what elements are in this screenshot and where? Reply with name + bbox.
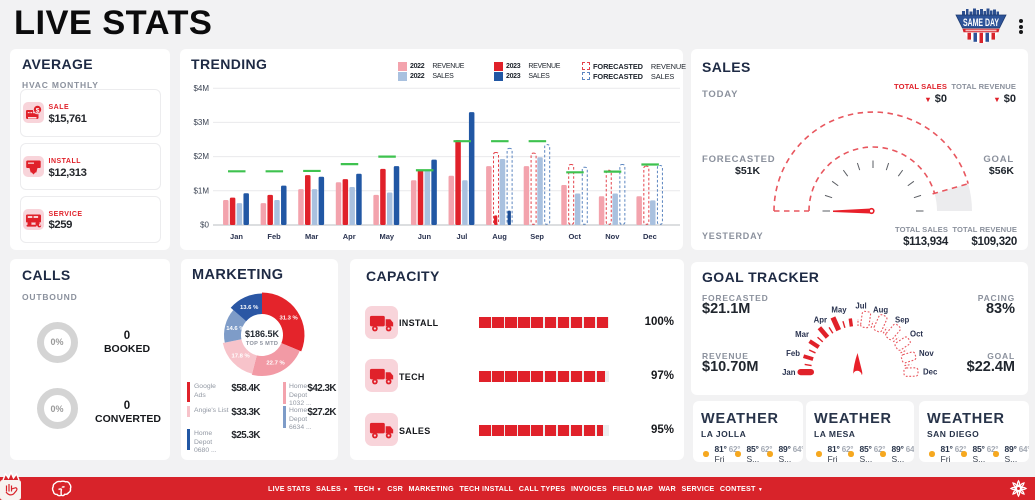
svg-text:13.6 %: 13.6 % [240, 305, 259, 311]
svg-text:$2M: $2M [193, 152, 209, 161]
svg-text:Apr: Apr [343, 232, 356, 241]
svg-text:Nov: Nov [919, 349, 934, 358]
svg-text:Jan: Jan [782, 368, 796, 377]
svg-text:Feb: Feb [267, 232, 281, 241]
svg-text:22.7 %: 22.7 % [266, 361, 285, 367]
svg-text:Oct: Oct [568, 232, 581, 241]
svg-text:Dec: Dec [923, 368, 938, 377]
svg-text:Mar: Mar [795, 330, 809, 339]
svg-text:May: May [831, 306, 847, 315]
svg-text:31.3 %: 31.3 % [279, 315, 298, 321]
svg-text:$1M: $1M [193, 186, 209, 195]
svg-text:May: May [380, 232, 395, 241]
svg-text:Jan: Jan [230, 232, 243, 241]
svg-text:Sep: Sep [895, 316, 910, 325]
svg-text:$0: $0 [200, 221, 209, 230]
svg-text:$: $ [36, 107, 40, 114]
svg-text:$3M: $3M [193, 118, 209, 127]
svg-text:TOP 5 MTD: TOP 5 MTD [246, 341, 278, 347]
svg-text:Jul: Jul [457, 232, 468, 241]
svg-text:17.8 %: 17.8 % [231, 354, 250, 360]
svg-text:14.6 %: 14.6 % [226, 326, 245, 332]
svg-text:Sep: Sep [530, 232, 544, 241]
svg-text:Nov: Nov [605, 232, 620, 241]
svg-text:Mar: Mar [305, 232, 318, 241]
svg-text:Oct: Oct [910, 330, 923, 339]
svg-text:Aug: Aug [492, 232, 507, 241]
svg-text:SAME DAY: SAME DAY [963, 17, 999, 29]
svg-text:$186.5K: $186.5K [245, 329, 280, 339]
svg-text:Dec: Dec [643, 232, 657, 241]
svg-text:Jul: Jul [855, 302, 866, 311]
svg-text:Jun: Jun [418, 232, 432, 241]
svg-text:Apr: Apr [814, 316, 827, 325]
svg-text:Feb: Feb [786, 349, 800, 358]
svg-text:Aug: Aug [873, 306, 888, 315]
svg-text:$4M: $4M [193, 84, 209, 93]
